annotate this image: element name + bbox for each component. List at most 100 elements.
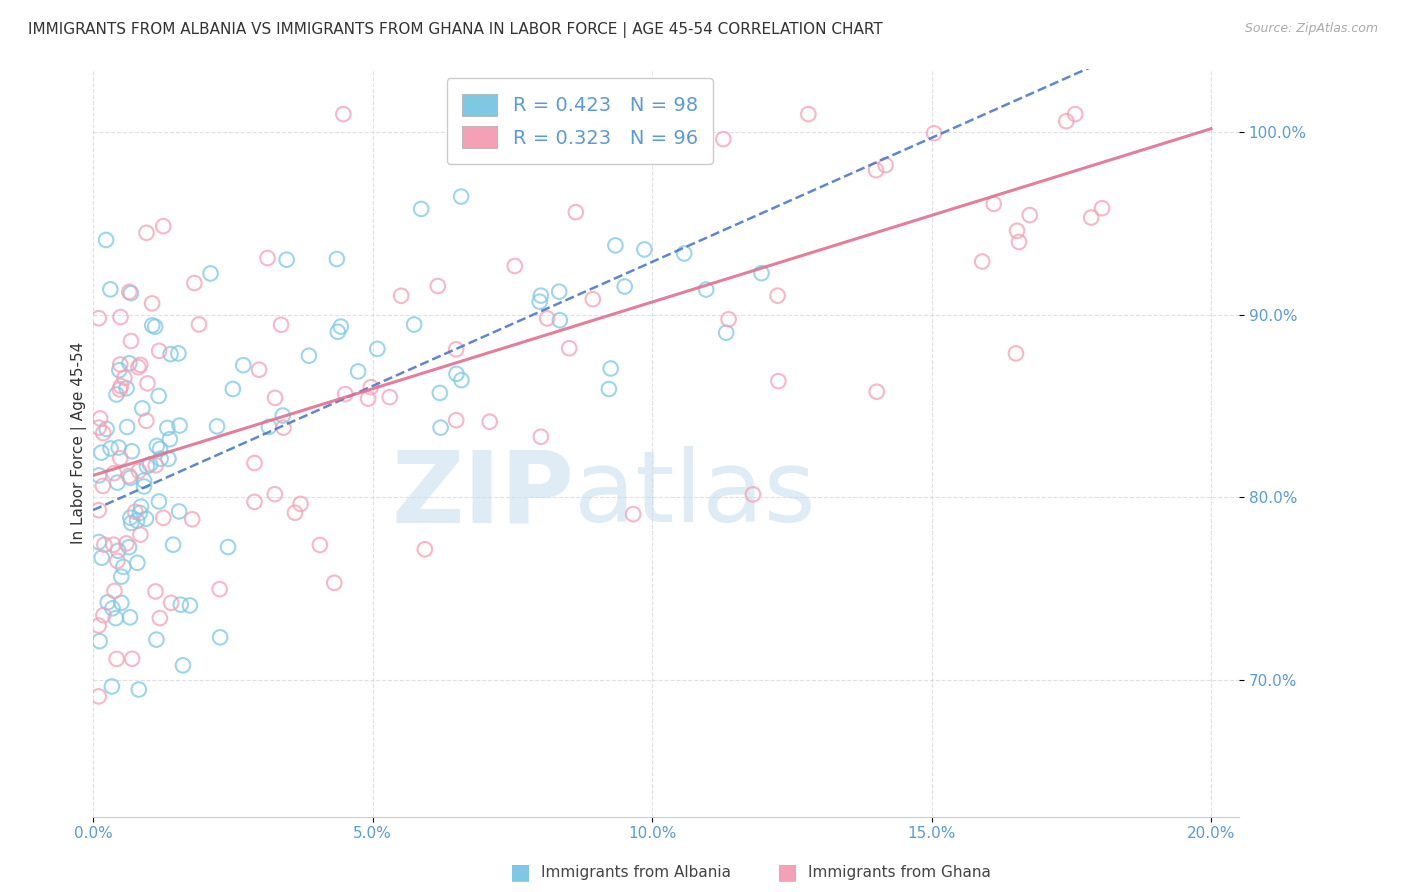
- Point: [87, 535, 110, 549]
- Point: [112, 560, 135, 574]
- Point: [263, 487, 285, 501]
- Point: [105, 652, 128, 666]
- Point: [271, 409, 294, 423]
- Point: [548, 313, 571, 327]
- Point: [565, 205, 588, 219]
- Point: [366, 342, 388, 356]
- Point: [160, 596, 183, 610]
- Point: [751, 266, 773, 280]
- Point: [103, 466, 125, 480]
- Point: [273, 420, 295, 434]
- Point: [329, 319, 352, 334]
- Text: Immigrants from Ghana: Immigrants from Ghana: [808, 865, 991, 880]
- Point: [148, 494, 170, 508]
- Point: [444, 413, 467, 427]
- Point: [257, 420, 280, 434]
- Point: [89, 411, 111, 425]
- Text: Immigrants from Albania: Immigrants from Albania: [541, 865, 731, 880]
- Point: [1005, 224, 1028, 238]
- Point: [1080, 211, 1102, 225]
- Point: [107, 441, 129, 455]
- Point: [128, 506, 150, 520]
- Point: [243, 495, 266, 509]
- Point: [766, 288, 789, 302]
- Point: [89, 634, 111, 648]
- Text: ■: ■: [778, 863, 797, 882]
- Point: [284, 506, 307, 520]
- Point: [132, 479, 155, 493]
- Point: [152, 511, 174, 525]
- Point: [118, 356, 141, 370]
- Point: [121, 652, 143, 666]
- Point: [105, 387, 128, 401]
- Point: [91, 426, 114, 441]
- Point: [529, 294, 551, 309]
- Point: [135, 511, 157, 525]
- Point: [115, 420, 138, 434]
- Point: [136, 376, 159, 391]
- Y-axis label: In Labor Force | Age 45-54: In Labor Force | Age 45-54: [72, 342, 87, 544]
- Point: [276, 252, 298, 267]
- Point: [87, 468, 110, 483]
- Point: [347, 364, 370, 378]
- Point: [167, 504, 190, 518]
- Point: [105, 554, 128, 568]
- Point: [118, 540, 141, 554]
- Point: [120, 516, 142, 530]
- Point: [181, 512, 204, 526]
- Point: [110, 451, 132, 466]
- Point: [135, 414, 157, 428]
- Point: [308, 538, 330, 552]
- Point: [87, 420, 110, 434]
- Point: [148, 389, 170, 403]
- Point: [87, 503, 110, 517]
- Point: [548, 285, 571, 299]
- Point: [1091, 201, 1114, 215]
- Point: [128, 682, 150, 697]
- Point: [149, 451, 172, 466]
- Point: [621, 507, 644, 521]
- Point: [110, 569, 132, 583]
- Point: [582, 292, 605, 306]
- Point: [530, 430, 553, 444]
- Text: ■: ■: [510, 863, 530, 882]
- Point: [714, 326, 737, 340]
- Point: [145, 632, 167, 647]
- Point: [103, 538, 125, 552]
- Point: [444, 343, 467, 357]
- Point: [605, 238, 627, 252]
- Point: [172, 658, 194, 673]
- Point: [209, 630, 232, 644]
- Point: [108, 383, 131, 397]
- Point: [983, 197, 1005, 211]
- Text: atlas: atlas: [575, 446, 815, 543]
- Point: [90, 550, 112, 565]
- Point: [633, 243, 655, 257]
- Point: [141, 296, 163, 310]
- Point: [378, 390, 401, 404]
- Point: [598, 126, 620, 140]
- Point: [120, 286, 142, 301]
- Point: [673, 246, 696, 260]
- Point: [87, 618, 110, 632]
- Point: [972, 254, 994, 268]
- Point: [152, 219, 174, 234]
- Point: [188, 318, 211, 332]
- Point: [598, 382, 620, 396]
- Point: [565, 148, 588, 162]
- Point: [866, 384, 889, 399]
- Point: [222, 382, 245, 396]
- Point: [145, 584, 167, 599]
- Point: [129, 527, 152, 541]
- Point: [100, 282, 122, 296]
- Point: [335, 387, 357, 401]
- Point: [298, 349, 321, 363]
- Point: [613, 279, 636, 293]
- Point: [108, 363, 131, 377]
- Point: [1008, 235, 1031, 249]
- Point: [404, 318, 426, 332]
- Point: [717, 312, 740, 326]
- Point: [118, 610, 141, 624]
- Point: [232, 358, 254, 372]
- Point: [450, 373, 472, 387]
